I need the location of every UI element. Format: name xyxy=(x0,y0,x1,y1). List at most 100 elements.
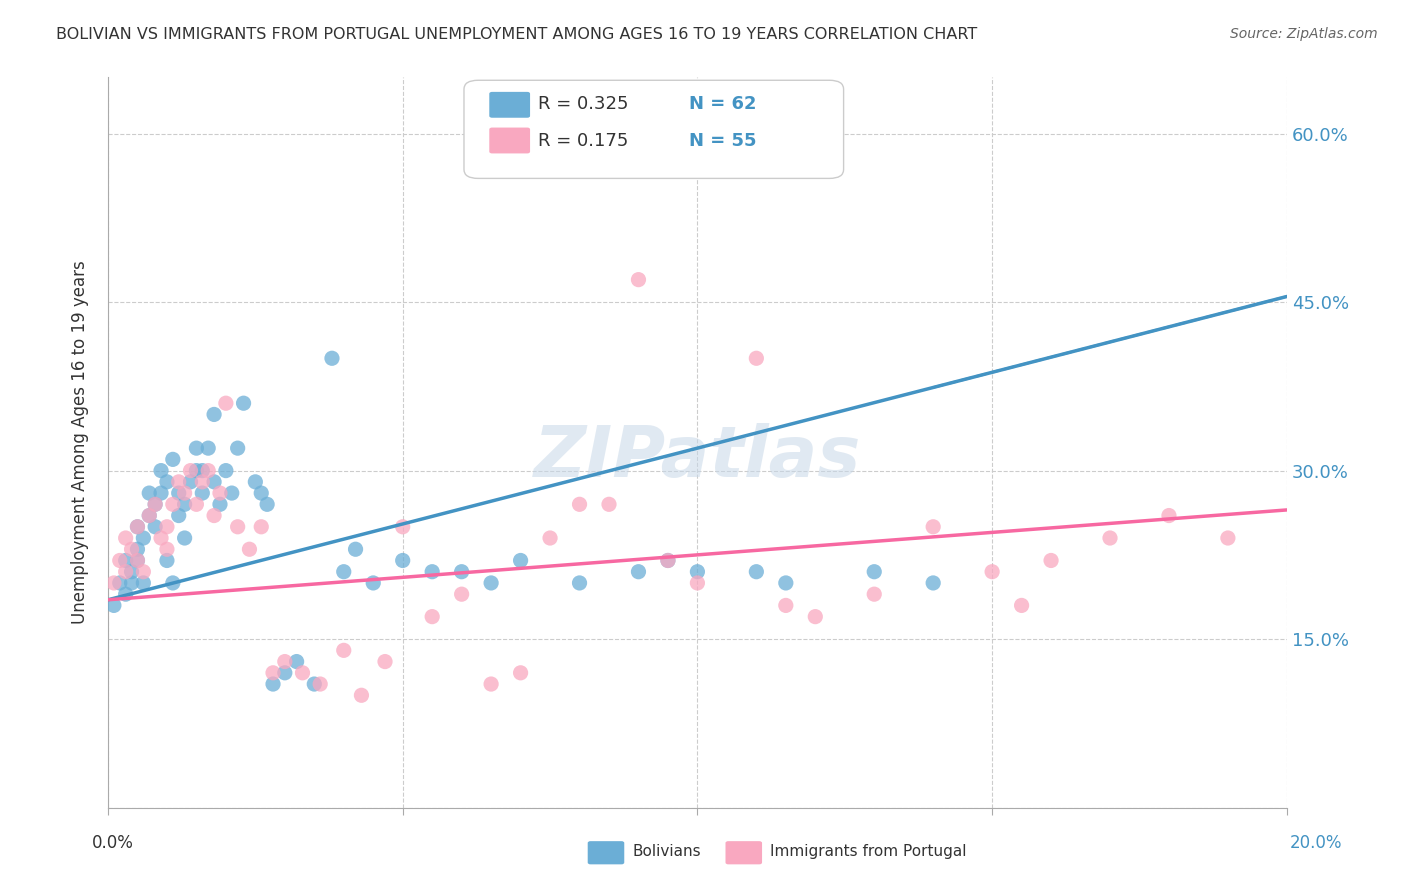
Point xyxy=(114,531,136,545)
Point xyxy=(657,553,679,567)
Point xyxy=(391,553,413,567)
Point xyxy=(191,486,214,500)
Text: Bolivians: Bolivians xyxy=(633,845,702,859)
Point xyxy=(143,520,166,534)
Point xyxy=(191,475,214,489)
Point xyxy=(132,576,155,591)
Point xyxy=(156,475,179,489)
Point xyxy=(173,497,195,511)
Point xyxy=(138,508,160,523)
Text: N = 62: N = 62 xyxy=(689,95,756,113)
Point xyxy=(127,520,149,534)
Point xyxy=(1011,599,1033,613)
Point xyxy=(981,565,1004,579)
Point xyxy=(162,576,184,591)
Point xyxy=(167,508,190,523)
Point xyxy=(775,576,797,591)
Point xyxy=(350,688,373,702)
Point xyxy=(262,665,284,680)
Point xyxy=(863,565,886,579)
Point xyxy=(245,475,267,489)
Point xyxy=(332,643,354,657)
Point xyxy=(150,531,173,545)
Point xyxy=(121,576,143,591)
Point xyxy=(922,576,945,591)
Point xyxy=(657,553,679,567)
Point xyxy=(804,609,827,624)
Point xyxy=(156,542,179,557)
Point xyxy=(103,576,125,591)
Point xyxy=(250,486,273,500)
Point xyxy=(132,531,155,545)
Point xyxy=(1040,553,1063,567)
Point xyxy=(127,553,149,567)
Point xyxy=(127,520,149,534)
Point xyxy=(121,542,143,557)
Point xyxy=(186,441,208,455)
Point xyxy=(568,576,591,591)
Point xyxy=(167,486,190,500)
Text: 0.0%: 0.0% xyxy=(91,834,134,852)
Point xyxy=(173,531,195,545)
Point xyxy=(143,497,166,511)
Point xyxy=(361,576,384,591)
Point xyxy=(127,553,149,567)
Point xyxy=(114,587,136,601)
Point xyxy=(226,520,249,534)
Point xyxy=(173,486,195,500)
Point xyxy=(374,655,396,669)
Point xyxy=(274,665,297,680)
Point xyxy=(103,599,125,613)
Point xyxy=(344,542,367,557)
Point xyxy=(479,677,502,691)
Point xyxy=(509,665,531,680)
Point xyxy=(179,464,201,478)
Point xyxy=(138,508,160,523)
Point xyxy=(686,565,709,579)
Point xyxy=(215,464,238,478)
Point xyxy=(215,396,238,410)
Text: R = 0.325: R = 0.325 xyxy=(538,95,628,113)
Point xyxy=(202,475,225,489)
Point xyxy=(391,520,413,534)
Point xyxy=(191,464,214,478)
Point xyxy=(202,508,225,523)
Point xyxy=(598,497,620,511)
Point xyxy=(1098,531,1121,545)
Point xyxy=(232,396,254,410)
Text: Source: ZipAtlas.com: Source: ZipAtlas.com xyxy=(1230,27,1378,41)
Point xyxy=(156,553,179,567)
Point xyxy=(167,475,190,489)
Point xyxy=(568,497,591,511)
Point xyxy=(309,677,332,691)
Point xyxy=(250,520,273,534)
Point xyxy=(197,464,219,478)
Point xyxy=(150,486,173,500)
Point xyxy=(262,677,284,691)
Point xyxy=(108,576,131,591)
Point xyxy=(509,553,531,567)
Point xyxy=(143,497,166,511)
Point xyxy=(179,475,201,489)
Point xyxy=(208,497,231,511)
Point xyxy=(285,655,308,669)
Point xyxy=(256,497,278,511)
Point xyxy=(127,542,149,557)
Point xyxy=(745,565,768,579)
Point xyxy=(150,464,173,478)
Point xyxy=(114,553,136,567)
Text: ZIPatlas: ZIPatlas xyxy=(534,423,860,491)
Point xyxy=(775,599,797,613)
Point xyxy=(745,351,768,366)
Point xyxy=(321,351,343,366)
Point xyxy=(108,553,131,567)
Point xyxy=(208,486,231,500)
Point xyxy=(420,565,443,579)
Point xyxy=(627,565,650,579)
Point xyxy=(121,565,143,579)
Text: R = 0.175: R = 0.175 xyxy=(538,132,628,150)
Point xyxy=(238,542,260,557)
Point xyxy=(627,273,650,287)
Point xyxy=(291,665,314,680)
Point xyxy=(332,565,354,579)
